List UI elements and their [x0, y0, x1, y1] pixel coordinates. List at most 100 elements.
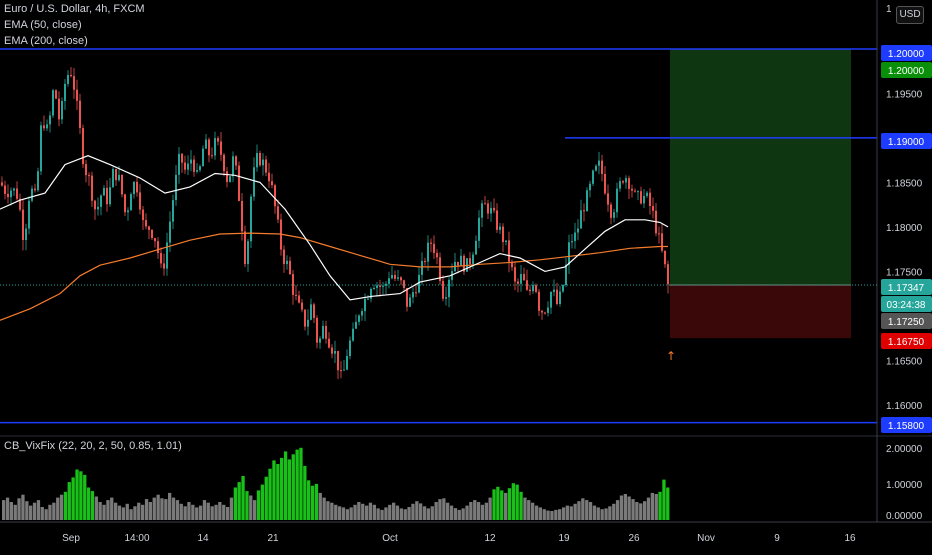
vixfix-bar	[588, 502, 593, 520]
candle-body	[295, 294, 297, 296]
candle-body	[619, 181, 621, 189]
vixfix-bar	[600, 509, 604, 520]
price-tag-line: 1.19000	[888, 137, 925, 148]
candle-body	[562, 285, 564, 292]
vixfix-bar	[577, 501, 581, 520]
vixfix-bar	[527, 500, 531, 520]
candle-body	[604, 173, 606, 194]
vixfix-bar	[175, 500, 180, 520]
candle-body	[229, 176, 231, 182]
candle-body	[661, 233, 663, 251]
candle-body	[10, 190, 12, 198]
vixfix-bar	[67, 482, 71, 520]
vixfix-bar	[268, 468, 272, 520]
candle-body	[616, 188, 618, 213]
horizontal-lines[interactable]	[0, 48, 877, 424]
vixfix-bar	[75, 469, 79, 520]
candle-body	[154, 238, 156, 242]
target-zone	[670, 48, 851, 286]
price-tag-bg	[881, 133, 932, 149]
candle-body	[64, 83, 66, 101]
candle-body	[520, 274, 522, 284]
candle-body	[586, 190, 588, 212]
candle-body	[559, 291, 561, 304]
candle-body	[259, 153, 261, 166]
vixfix-bar	[534, 505, 539, 520]
time-tick-label: 26	[628, 533, 640, 544]
candle-body	[553, 289, 555, 292]
vixfix-bar	[334, 504, 338, 520]
price-tick-label: 1.18000	[886, 223, 923, 234]
ema200-legend[interactable]: EMA (200, close)	[4, 35, 88, 47]
vixfix-bar	[422, 506, 427, 520]
currency-button[interactable]: USD	[896, 6, 924, 24]
vixfix-bar	[623, 494, 627, 520]
candle-body	[376, 285, 378, 288]
vixfix-bar	[218, 502, 222, 520]
candle-body	[193, 159, 195, 172]
candle-body	[394, 274, 396, 279]
candle-body	[544, 312, 546, 314]
candle-body	[319, 338, 321, 343]
candle-body	[232, 156, 234, 177]
candle-body	[22, 209, 24, 241]
vixfix-bar	[596, 507, 600, 520]
candle-body	[235, 156, 237, 166]
vixfix-bar	[438, 499, 442, 520]
vixfix-bar	[488, 497, 492, 520]
price-tick-label: 1.16000	[886, 401, 923, 412]
candle-body	[469, 258, 471, 264]
time-tick-label: 21	[267, 533, 279, 544]
candle-body	[124, 194, 126, 213]
vixfix-bar	[310, 485, 315, 520]
candle-body	[7, 193, 9, 198]
vixfix-bar	[291, 454, 295, 520]
position-zones	[0, 48, 877, 339]
vixfix-bar	[152, 497, 156, 520]
candle-body	[157, 241, 159, 254]
symbol-title[interactable]: Euro / U.S. Dollar, 4h, FXCM	[4, 3, 145, 15]
vixfix-legend[interactable]: CB_VixFix (22, 20, 2, 50, 0.85, 1.01)	[4, 440, 182, 452]
price-tag-bg	[881, 333, 932, 349]
candle-body	[31, 188, 33, 201]
candle-body	[184, 162, 186, 170]
vixfix-bar	[415, 501, 419, 520]
vixfix-bar	[287, 459, 291, 520]
vixfix-bar	[106, 500, 110, 520]
candle-body	[130, 194, 132, 211]
vixfix-bar	[141, 504, 145, 520]
vixfix-bar	[550, 511, 554, 520]
vixfix-bar	[546, 510, 550, 520]
candle-body	[226, 171, 228, 182]
vixfix-bar	[179, 503, 183, 520]
vixfix-bar	[114, 502, 118, 520]
vixfix-bar	[519, 491, 523, 520]
candle-body	[253, 167, 255, 197]
vixfix-bar	[507, 488, 512, 520]
candle-body	[508, 240, 510, 262]
price-tags: 1.20000 1.20000 1.19000 1.17347 03:24:38 1.17…	[881, 45, 932, 433]
vixfix-bar	[442, 498, 446, 520]
vixfix-bar	[666, 487, 670, 520]
candle-body	[577, 228, 579, 233]
ema50-legend[interactable]: EMA (50, close)	[4, 19, 82, 31]
candle-body	[175, 174, 177, 201]
candle-body	[550, 291, 552, 308]
vixfix-bar	[608, 506, 612, 520]
candle-body	[37, 171, 39, 191]
vixfix-bar	[573, 503, 577, 520]
candle-body	[409, 297, 411, 307]
vixfix-bar	[650, 492, 654, 520]
vixfix-bar	[484, 502, 488, 520]
vixfix-bar	[214, 504, 218, 520]
vixfix-bar	[79, 471, 83, 520]
candle-body	[25, 228, 27, 241]
vixfix-bar	[326, 501, 330, 520]
vixfix-bar	[654, 494, 658, 520]
vixfix-bar	[272, 460, 276, 520]
vixfix-bar	[365, 505, 369, 520]
vixfix-bar	[469, 502, 473, 520]
candle-body	[388, 278, 390, 284]
